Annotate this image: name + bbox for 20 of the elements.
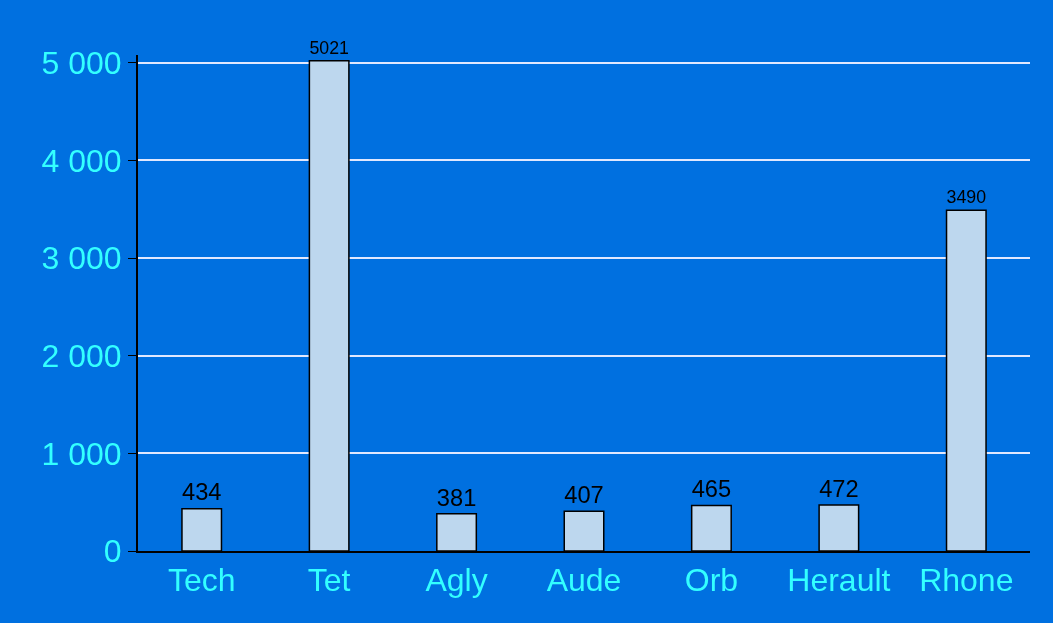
x-tick-label: Agly: [425, 562, 488, 599]
data-label: 407: [564, 482, 604, 509]
y-tick-label: 0: [103, 533, 122, 570]
y-tick-label: 4 000: [41, 142, 122, 179]
data-label: 434: [181, 479, 222, 506]
y-tick-label: 5 000: [41, 45, 122, 82]
x-tick-label: Rhone: [919, 562, 1014, 599]
x-tick-label: Tech: [167, 562, 236, 599]
y-tick-label: 1 000: [41, 435, 122, 472]
x-tick-label: Tet: [307, 562, 351, 599]
data-label: 3490: [946, 187, 987, 208]
data-label: 472: [819, 475, 859, 502]
y-tick-label: 3 000: [41, 240, 122, 277]
data-label: 381: [436, 484, 477, 511]
x-tick-label: Aude: [546, 562, 622, 599]
x-tick-label: Herault: [787, 562, 891, 599]
data-label: 465: [691, 476, 732, 503]
data-label: 5021: [309, 37, 349, 58]
x-tick-label: Orb: [684, 562, 739, 599]
y-tick-label: 2 000: [41, 337, 122, 374]
